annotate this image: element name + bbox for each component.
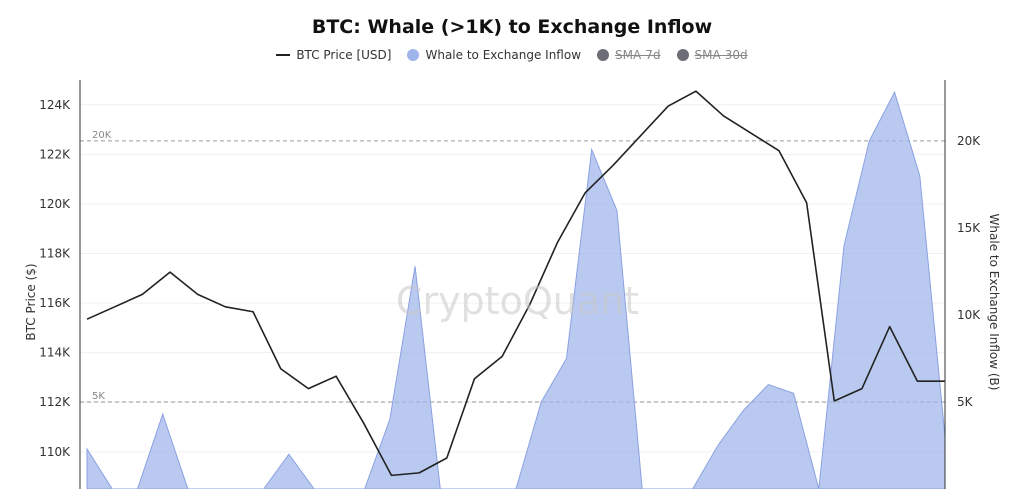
reference-line-label: 20K bbox=[92, 130, 112, 141]
right-tick-label: 10K bbox=[957, 308, 981, 322]
legend-item-whale-inflow[interactable]: Whale to Exchange Inflow bbox=[407, 48, 581, 62]
left-tick-label: 122K bbox=[39, 147, 71, 161]
watermark: CryptoQuant bbox=[396, 279, 639, 323]
legend-dot-marker bbox=[676, 49, 689, 61]
left-tick-label: 124K bbox=[39, 98, 71, 112]
left-tick-label: 112K bbox=[39, 395, 71, 409]
right-tick-label: 5K bbox=[957, 395, 974, 409]
legend-dot-marker bbox=[597, 49, 610, 61]
left-tick-label: 116K bbox=[39, 296, 71, 310]
legend-dot-marker bbox=[407, 49, 420, 61]
right-tick-label: 20K bbox=[957, 134, 981, 148]
legend-line-marker bbox=[276, 54, 291, 56]
chart-title: BTC: Whale (>1K) to Exchange Inflow bbox=[311, 16, 713, 38]
whale-inflow-area bbox=[86, 90, 946, 489]
legend-item-btc-price[interactable]: BTC Price [USD] bbox=[276, 48, 391, 62]
legend-label: SMA-30d bbox=[694, 48, 748, 62]
legend-item-sma-7d[interactable]: SMA-7d bbox=[597, 48, 661, 62]
reference-line-label: 5K bbox=[92, 391, 105, 402]
legend-label: Whale to Exchange Inflow bbox=[425, 48, 582, 62]
left-tick-label: 114K bbox=[39, 346, 71, 360]
left-axis-title: BTC Price ($) bbox=[24, 263, 38, 340]
legend-item-sma-30d[interactable]: SMA-30d bbox=[676, 48, 748, 62]
left-tick-label: 118K bbox=[39, 247, 71, 261]
legend-label: SMA-7d bbox=[615, 48, 661, 62]
left-tick-label: 110K bbox=[39, 445, 71, 459]
left-tick-label: 120K bbox=[39, 197, 71, 211]
btc-price-line bbox=[86, 90, 945, 477]
right-tick-label: 15K bbox=[957, 221, 981, 235]
chart-legend: BTC Price [USD] Whale to Exchange Inflow… bbox=[0, 48, 1024, 62]
legend-label: BTC Price [USD] bbox=[296, 48, 392, 62]
right-axis-title: Whale to Exchange Inflow (B) bbox=[987, 214, 1001, 391]
